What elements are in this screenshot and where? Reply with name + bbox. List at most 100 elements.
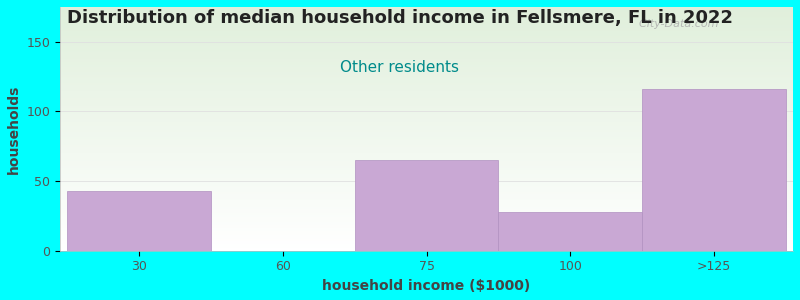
Bar xyxy=(60,244,793,246)
Bar xyxy=(60,192,793,194)
Bar xyxy=(60,169,793,171)
Bar xyxy=(60,23,793,25)
Bar xyxy=(60,196,793,197)
Bar xyxy=(60,135,793,137)
Bar xyxy=(60,104,793,106)
Bar xyxy=(60,93,793,95)
Bar xyxy=(60,36,793,38)
Bar xyxy=(60,231,793,233)
Bar xyxy=(642,89,786,251)
Text: Other residents: Other residents xyxy=(341,60,459,75)
Bar xyxy=(60,241,793,243)
Bar xyxy=(60,26,793,28)
Bar xyxy=(60,7,793,9)
Bar xyxy=(60,52,793,54)
Bar xyxy=(60,31,793,33)
Bar xyxy=(60,40,793,41)
Bar xyxy=(60,137,793,139)
Bar xyxy=(60,14,793,15)
Bar xyxy=(60,15,793,17)
Bar xyxy=(60,101,793,103)
Bar xyxy=(60,139,793,140)
Bar xyxy=(60,98,793,100)
Bar xyxy=(60,124,793,126)
Bar xyxy=(60,202,793,204)
Bar xyxy=(60,90,793,92)
Bar xyxy=(60,140,793,142)
Bar xyxy=(60,199,793,200)
Bar xyxy=(60,44,793,46)
Bar xyxy=(60,30,793,31)
Bar xyxy=(60,243,793,244)
Bar xyxy=(60,116,793,118)
Bar xyxy=(60,18,793,20)
Text: Distribution of median household income in Fellsmere, FL in 2022: Distribution of median household income … xyxy=(67,9,733,27)
Bar xyxy=(60,223,793,225)
Bar xyxy=(60,127,793,129)
Bar xyxy=(60,147,793,148)
Bar xyxy=(60,41,793,43)
Bar xyxy=(60,9,793,10)
Bar xyxy=(60,130,793,132)
Bar xyxy=(60,176,793,178)
Bar xyxy=(60,182,793,184)
Bar xyxy=(60,205,793,207)
Bar xyxy=(60,215,793,217)
Bar xyxy=(60,150,793,152)
Bar xyxy=(60,220,793,221)
Bar xyxy=(60,72,793,74)
Bar xyxy=(60,166,793,168)
Bar xyxy=(60,142,793,143)
Bar xyxy=(67,191,211,251)
Bar xyxy=(60,54,793,56)
Bar xyxy=(60,64,793,65)
Bar xyxy=(60,79,793,80)
Bar xyxy=(60,210,793,212)
Bar xyxy=(60,218,793,220)
Bar xyxy=(60,112,793,114)
Bar xyxy=(60,152,793,153)
Bar xyxy=(60,70,793,72)
Bar xyxy=(60,69,793,70)
Bar xyxy=(60,239,793,241)
Bar xyxy=(60,238,793,239)
Bar xyxy=(60,148,793,150)
Bar xyxy=(60,208,793,210)
Bar xyxy=(60,236,793,238)
Bar xyxy=(60,67,793,69)
Bar xyxy=(60,46,793,48)
Bar xyxy=(60,181,793,182)
Bar xyxy=(60,114,793,116)
Bar xyxy=(60,85,793,87)
Bar xyxy=(60,235,793,236)
Bar xyxy=(60,126,793,127)
Bar xyxy=(60,38,793,40)
Bar xyxy=(60,80,793,82)
Bar xyxy=(60,194,793,196)
Bar xyxy=(60,221,793,223)
Bar xyxy=(60,121,793,122)
Bar xyxy=(60,230,793,231)
Bar xyxy=(60,43,793,44)
Bar xyxy=(60,174,793,176)
Bar xyxy=(60,145,793,147)
Bar xyxy=(60,189,793,190)
Bar xyxy=(60,77,793,79)
Bar xyxy=(60,165,793,166)
Bar xyxy=(60,88,793,90)
Bar xyxy=(60,28,793,30)
Bar xyxy=(60,178,793,179)
Bar xyxy=(60,155,793,157)
Bar xyxy=(60,12,793,13)
Bar xyxy=(60,110,793,111)
Bar xyxy=(60,33,793,34)
Bar xyxy=(60,108,793,109)
Bar xyxy=(60,62,793,64)
Bar xyxy=(60,57,793,59)
Bar xyxy=(60,197,793,199)
Bar xyxy=(60,158,793,160)
Bar xyxy=(60,179,793,181)
Bar xyxy=(60,103,793,104)
Bar xyxy=(60,163,793,165)
Bar xyxy=(60,184,793,186)
